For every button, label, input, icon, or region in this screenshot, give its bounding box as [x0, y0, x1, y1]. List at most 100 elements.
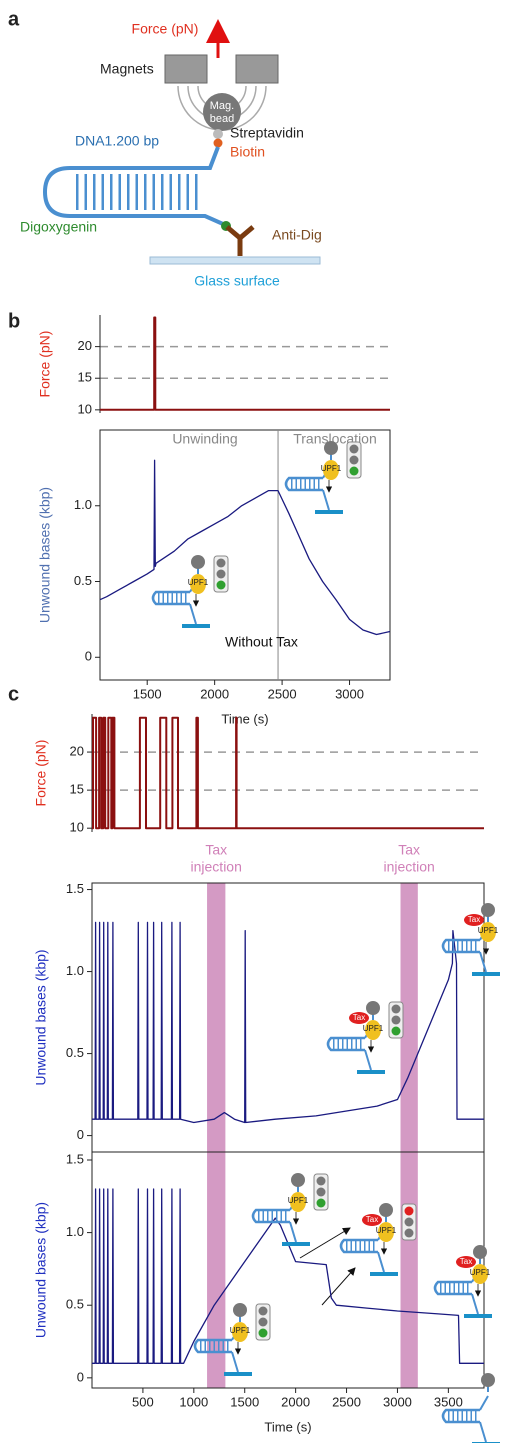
x-tick-label: 1500	[133, 686, 162, 701]
hairpin	[251, 1208, 290, 1224]
y-tick-label: 1.5	[66, 881, 84, 896]
cartoon: UPF1	[193, 1303, 271, 1376]
upf1	[472, 1264, 488, 1284]
y-tick-label: 1.0	[66, 1224, 84, 1239]
surface	[472, 972, 500, 976]
tax-label: Tax	[353, 1013, 365, 1022]
transition-arrow	[321, 1267, 356, 1306]
strand	[471, 1293, 479, 1315]
plot-frame	[91, 1151, 485, 1389]
y-tick-label: 15	[78, 370, 92, 385]
bead	[366, 1001, 380, 1015]
hairpin	[441, 1408, 480, 1424]
cartoon: UPF1 Tax	[339, 1203, 417, 1276]
digoxygenin-label: Digoxygenin	[20, 219, 97, 235]
surface	[182, 624, 210, 628]
band-label: Tax	[205, 842, 227, 858]
signal	[404, 1206, 414, 1216]
signal	[391, 1015, 401, 1025]
cartoon: UPF1 Tax	[433, 1245, 492, 1318]
strand	[479, 1395, 489, 1411]
injection-band	[400, 1152, 418, 1388]
upf1	[323, 460, 339, 480]
y-tick-label: 0	[77, 1127, 84, 1142]
streptavidin	[213, 129, 223, 139]
y-tick-label: 20	[78, 338, 92, 353]
tax	[464, 914, 484, 926]
bead	[191, 555, 205, 569]
upf1-label: UPF1	[188, 578, 209, 587]
cartoon: UPF1	[284, 441, 362, 514]
bead-label: bead	[210, 113, 234, 125]
force-label: Force (pN)	[132, 21, 199, 37]
surface-label: Glass surface	[194, 273, 280, 289]
data-line	[92, 921, 484, 1124]
magnets-label: Magnets	[100, 61, 154, 77]
tax-label: Tax	[460, 1257, 472, 1266]
upf1-label: UPF1	[376, 1226, 397, 1235]
dna-label: DNA1.200 bp	[75, 133, 159, 149]
surface	[224, 1372, 252, 1376]
surface	[370, 1272, 398, 1276]
y-axis-label: Unwound bases (kbp)	[33, 949, 49, 1085]
diagram: Force (pN) Magnets Mag. bead Streptavidi…	[20, 19, 322, 289]
hairpin	[284, 476, 323, 492]
data-line	[99, 459, 391, 636]
surface	[357, 1070, 385, 1074]
x-axis-label: Time (s)	[264, 1419, 311, 1434]
x-tick-label: 3000	[383, 1394, 412, 1409]
y-tick-label: 1.0	[74, 497, 92, 512]
signal	[349, 455, 359, 465]
upf1	[290, 1192, 306, 1212]
hairpin	[433, 1280, 472, 1296]
y-axis-label: Unwound bases (kbp)	[37, 487, 53, 623]
bead	[481, 903, 495, 917]
cartoon: UPF1	[151, 555, 229, 628]
signal	[216, 558, 226, 568]
x-tick-label: 2000	[281, 1394, 310, 1409]
upf1-label: UPF1	[321, 464, 342, 473]
cartoon: UPF1 Tax	[441, 903, 500, 976]
tax-label: Tax	[468, 915, 480, 924]
x-tick-label: 500	[132, 1394, 154, 1409]
signal	[316, 1187, 326, 1197]
bead	[481, 1373, 495, 1387]
dna-hairpin	[42, 146, 224, 226]
strand	[377, 1251, 385, 1273]
upf1-label: UPF1	[363, 1024, 384, 1033]
signal	[258, 1328, 268, 1338]
cartoon: UPF1	[251, 1173, 329, 1246]
cartoon: UPF1 Tax	[326, 1001, 404, 1074]
bead	[379, 1203, 393, 1217]
band-label: injection	[383, 859, 434, 875]
y-tick-label: 10	[78, 401, 92, 416]
tax	[362, 1214, 382, 1226]
strand	[322, 489, 330, 511]
anti-dig	[225, 225, 255, 256]
tax	[349, 1012, 369, 1024]
y-tick-label: 1.0	[66, 963, 84, 978]
upf1	[480, 922, 496, 942]
annotation: Unwinding	[172, 431, 237, 447]
upf1-label: UPF1	[230, 1326, 251, 1335]
y-tick-label: 0	[85, 649, 92, 664]
x-tick-label: 1000	[179, 1394, 208, 1409]
x-tick-label: 2500	[268, 686, 297, 701]
bead	[233, 1303, 247, 1317]
glass-surface	[149, 256, 321, 265]
hairpin	[151, 590, 190, 606]
streptavidin-label: Streptavidin	[230, 125, 304, 141]
hairpin	[193, 1338, 232, 1354]
bead-label: Mag.	[210, 100, 234, 112]
annotation: Without Tax	[225, 634, 298, 650]
surface	[315, 510, 343, 514]
panel-label: a	[8, 8, 20, 30]
y-tick-label: 20	[70, 744, 84, 759]
hairpin	[339, 1238, 378, 1254]
signal	[404, 1217, 414, 1227]
strand	[231, 1351, 239, 1373]
signal	[258, 1317, 268, 1327]
magnet	[235, 54, 279, 84]
strand	[479, 1421, 487, 1443]
